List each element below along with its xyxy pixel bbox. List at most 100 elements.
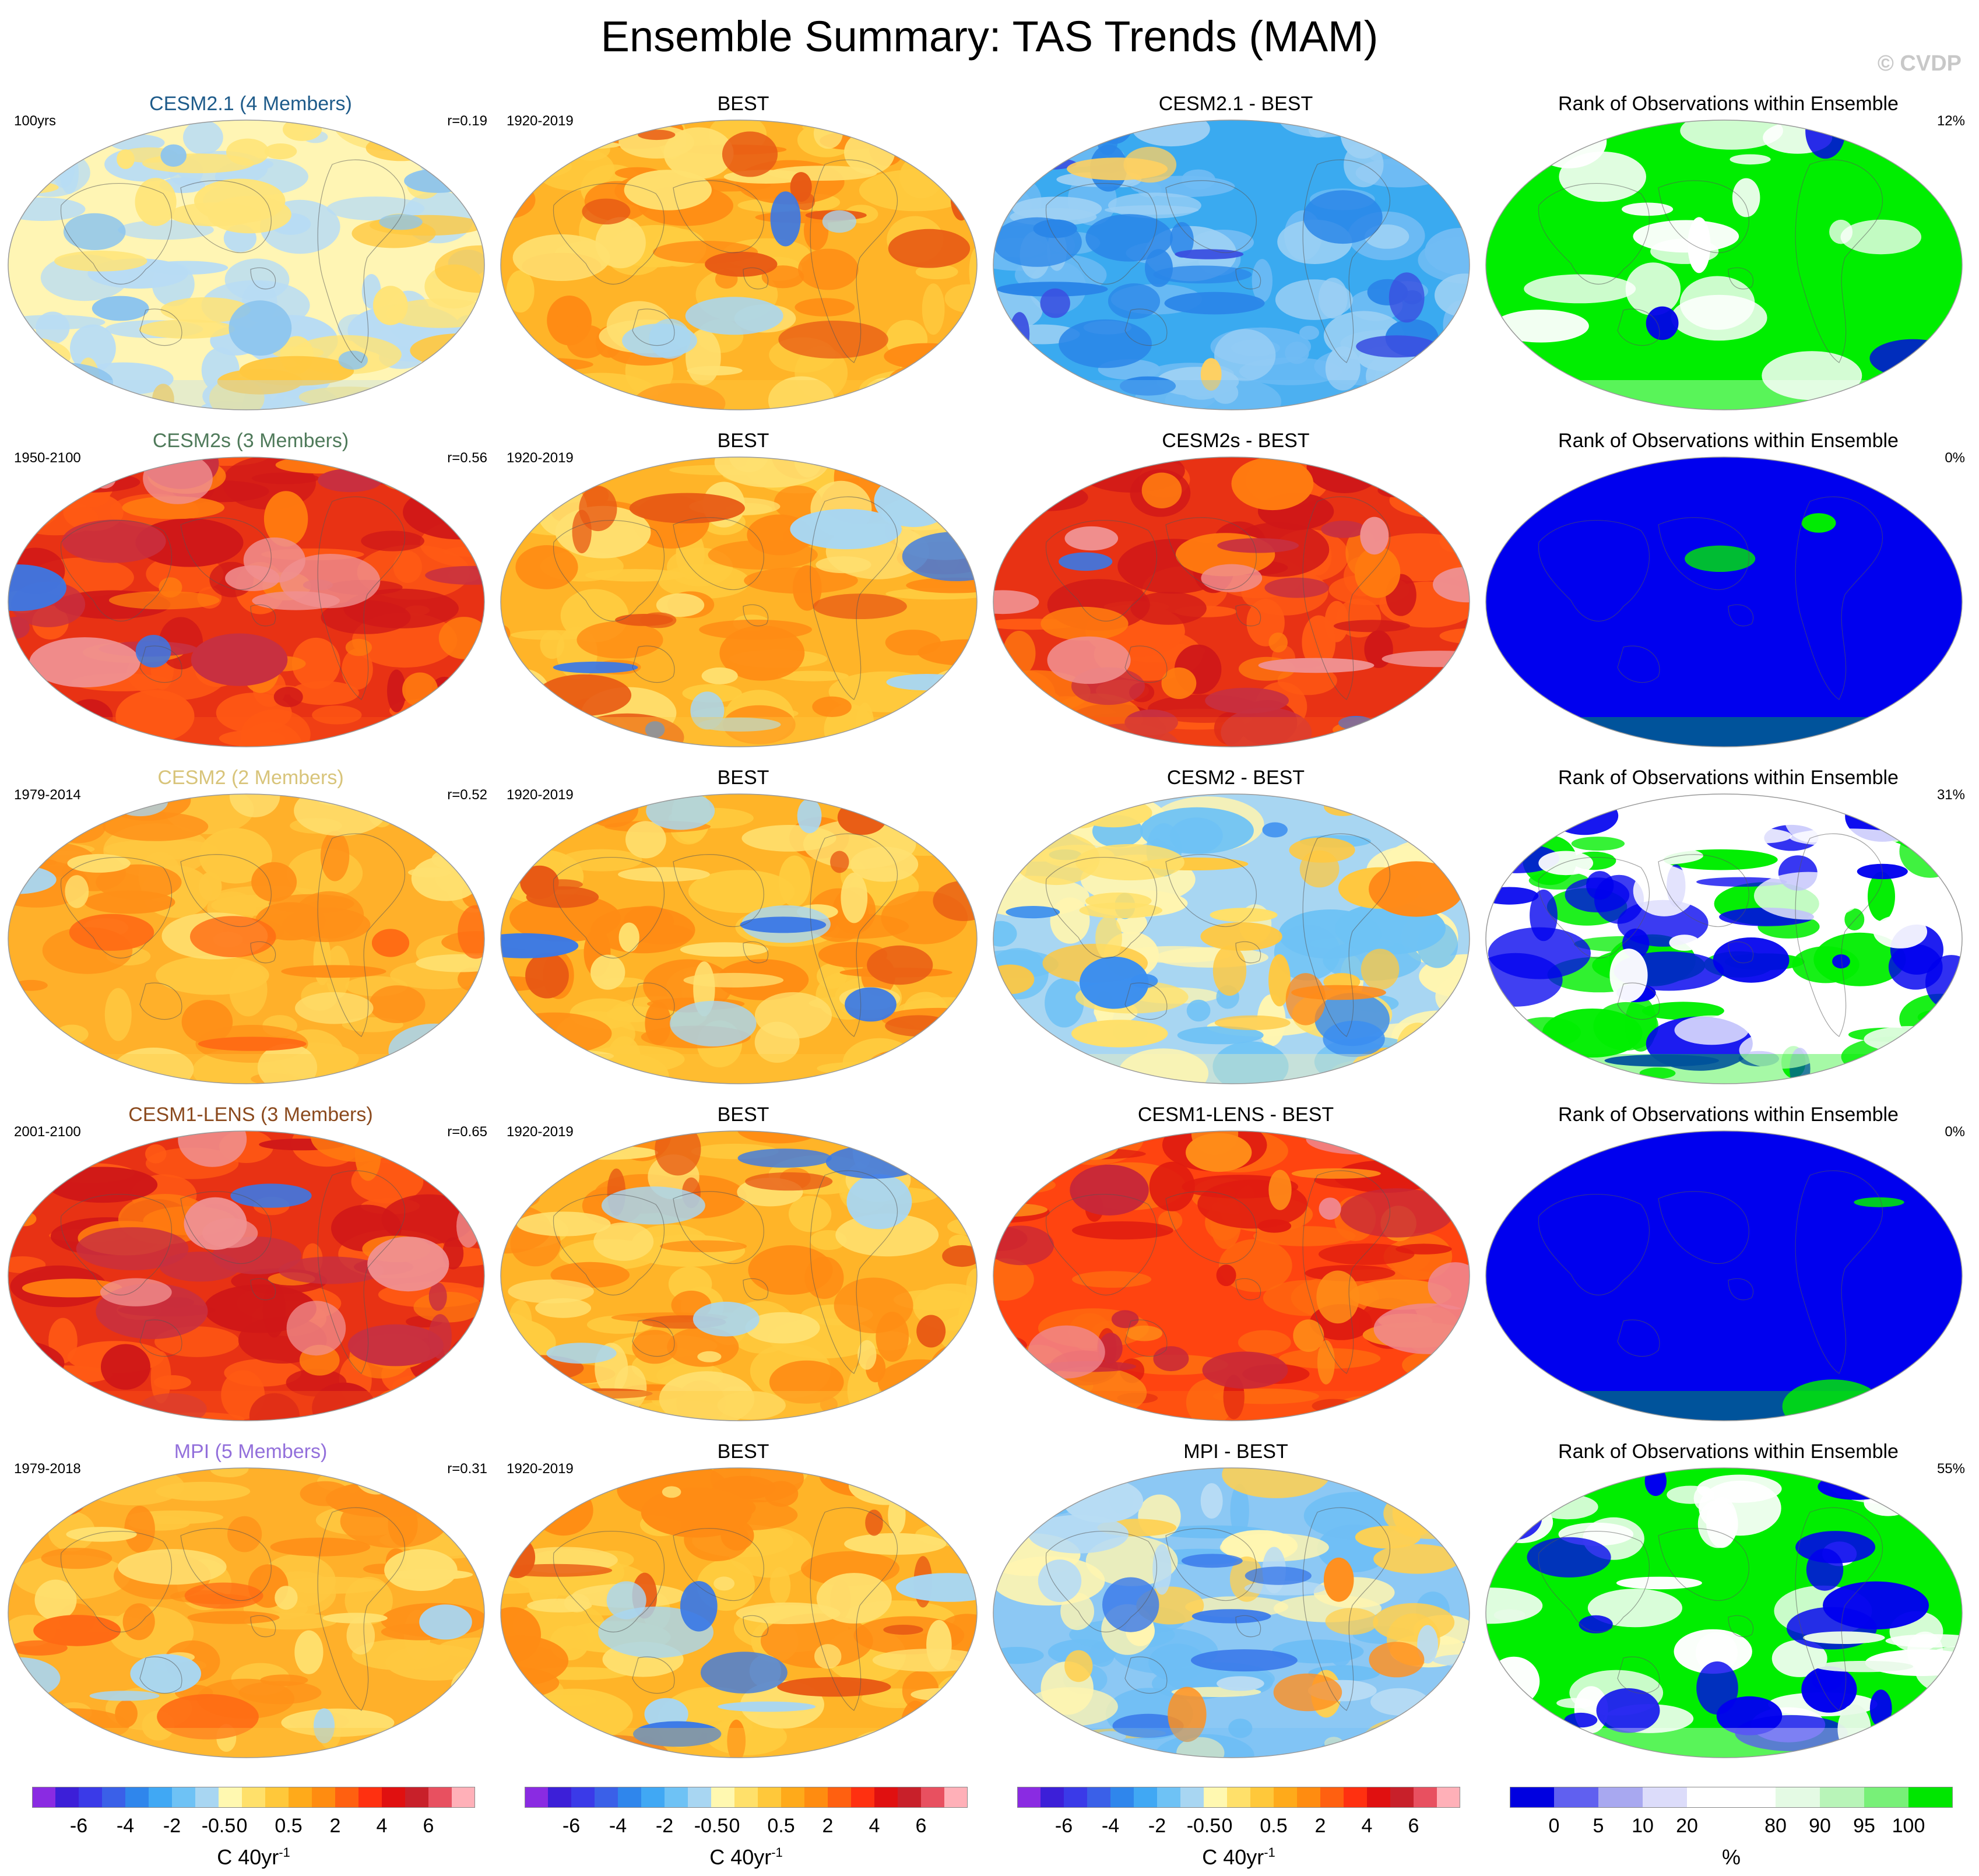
- colorbar-swatch: [665, 1787, 688, 1808]
- colorbar-swatch: [1731, 1787, 1776, 1808]
- colorbar-swatch: [898, 1787, 922, 1808]
- colorbar-swatch: [1017, 1787, 1041, 1808]
- colorbar-tick-label: -0.5: [694, 1815, 729, 1837]
- colorbar-1: -6 -4 -2 -0.5 0 0.5 2 4 6 C 40yr-1: [32, 1787, 475, 1869]
- panel-title: Rank of Observations within Ensemble: [1558, 93, 1899, 115]
- panel-title: CESM1-LENS - BEST: [1137, 1104, 1334, 1126]
- panel-rank-row2: Rank of Observations within Ensemble 0%: [1484, 429, 1973, 756]
- colorbar-tick-label: 2: [330, 1815, 341, 1837]
- world-map: [8, 120, 485, 410]
- panel-model-row4: CESM1-LENS (3 Members) 2001-2100 r=0.65: [6, 1103, 495, 1429]
- correlation-label: r=0.52: [447, 787, 487, 803]
- panel-diff-row1: CESM2.1 - BEST: [991, 92, 1481, 419]
- colorbar-tick-label: 100: [1892, 1815, 1925, 1837]
- panel-title: Rank of Observations within Ensemble: [1558, 1441, 1899, 1463]
- colorbar-tick-label: 0.5: [275, 1815, 302, 1837]
- world-map: [993, 456, 1470, 747]
- panel-title: Rank of Observations within Ensemble: [1558, 430, 1899, 452]
- colorbar-swatch: [55, 1787, 79, 1808]
- colorbar-tick-label: 90: [1809, 1815, 1831, 1837]
- colorbar-2: -6 -4 -2 -0.5 0 0.5 2 4 6 C 40yr-1: [525, 1787, 968, 1869]
- colorbar-swatch: [172, 1787, 196, 1808]
- colorbar-swatch: [1250, 1787, 1274, 1808]
- colorbar-tick-label: 10: [1632, 1815, 1654, 1837]
- panel-obs-row1: BEST 1920-2019: [498, 92, 988, 419]
- panel-title: CESM2 - BEST: [1166, 767, 1305, 789]
- page-title: Ensemble Summary: TAS Trends (MAM): [600, 12, 1379, 61]
- colorbar-swatch: [1180, 1787, 1204, 1808]
- panel-model-row5: MPI (5 Members) 1979-2018 r=0.31: [6, 1440, 495, 1766]
- colorbar-swatch: [641, 1787, 665, 1808]
- colorbar-swatch: [1820, 1787, 1865, 1808]
- colorbar-swatch: [711, 1787, 735, 1808]
- rank-percent-label: 55%: [1936, 1461, 1965, 1477]
- colorbar-swatch: [1274, 1787, 1298, 1808]
- panel-obs-row2: BEST 1920-2019: [498, 429, 988, 756]
- colorbar-tick-label: 4: [377, 1815, 388, 1837]
- colorbar-tick-label: 0: [1222, 1815, 1233, 1837]
- panel-model-row3: CESM2 (2 Members) 1979-2014 r=0.52: [6, 766, 495, 1092]
- period-label: 1920-2019: [507, 1461, 574, 1477]
- world-map: [1485, 793, 1963, 1084]
- colorbar-swatch: [1157, 1787, 1181, 1808]
- colorbar-swatch: [312, 1787, 336, 1808]
- colorbar-swatch: [1776, 1787, 1820, 1808]
- colorbar-swatch: [79, 1787, 103, 1808]
- colorbar-tick-label: 6: [916, 1815, 927, 1837]
- period-label: 1920-2019: [507, 113, 574, 129]
- colorbar-unit: C 40yr-1: [217, 1845, 290, 1869]
- colorbar-swatch: [1437, 1787, 1460, 1808]
- colorbar-tick-label: 2: [822, 1815, 834, 1837]
- colorbar-tick-label: -6: [70, 1815, 87, 1837]
- panel-diff-row2: CESM2s - BEST: [991, 429, 1481, 756]
- colorbar-tick-label: 5: [1593, 1815, 1604, 1837]
- period-label: 1920-2019: [507, 1124, 574, 1140]
- correlation-label: r=0.31: [447, 1461, 487, 1477]
- period-label: 1979-2018: [14, 1461, 81, 1477]
- panel-title: CESM2.1 (4 Members): [149, 93, 352, 115]
- world-map: [993, 120, 1470, 410]
- panel-title: MPI (5 Members): [174, 1441, 328, 1463]
- colorbar-swatch: [1204, 1787, 1228, 1808]
- colorbar-unit: C 40yr-1: [709, 1845, 783, 1869]
- colorbar-swatch: [1908, 1787, 1953, 1808]
- panel-model-row1: CESM2.1 (4 Members) 100yrs r=0.19: [6, 92, 495, 419]
- colorbar-swatch: [1064, 1787, 1088, 1808]
- correlation-label: r=0.65: [447, 1124, 487, 1140]
- colorbar-tick-label: 0.5: [767, 1815, 795, 1837]
- colorbar-swatch: [1414, 1787, 1437, 1808]
- colorbar-unit: C 40yr-1: [1202, 1845, 1275, 1869]
- world-map: [993, 1130, 1470, 1421]
- colorbar-swatch: [1864, 1787, 1909, 1808]
- world-map: [8, 1467, 485, 1758]
- panel-title: BEST: [717, 1104, 769, 1126]
- colorbar-swatch: [1643, 1787, 1688, 1808]
- panel-diff-row3: CESM2 - BEST: [991, 766, 1481, 1092]
- world-map: [500, 456, 978, 747]
- colorbar-tick-label: 6: [1408, 1815, 1419, 1837]
- colorbar-swatch: [1598, 1787, 1643, 1808]
- colorbar-swatch: [428, 1787, 452, 1808]
- colorbar-swatch: [1554, 1787, 1599, 1808]
- colorbar-swatch: [1510, 1787, 1555, 1808]
- panel-obs-row4: BEST 1920-2019: [498, 1103, 988, 1429]
- colorbar-swatch: [734, 1787, 758, 1808]
- world-map: [1485, 1130, 1963, 1421]
- world-map: [8, 1130, 485, 1421]
- panel-diff-row4: CESM1-LENS - BEST: [991, 1103, 1481, 1429]
- colorbar-swatch: [1134, 1787, 1158, 1808]
- colorbar-tick-label: 80: [1764, 1815, 1787, 1837]
- colorbar-swatch: [102, 1787, 126, 1808]
- panel-title: MPI - BEST: [1183, 1441, 1288, 1463]
- world-map: [500, 793, 978, 1084]
- colorbar-unit: %: [1721, 1845, 1741, 1869]
- period-label: 1979-2014: [14, 787, 81, 803]
- colorbar-tick-label: 0.5: [1260, 1815, 1287, 1837]
- world-map: [993, 793, 1470, 1084]
- panel-title: Rank of Observations within Ensemble: [1558, 767, 1899, 789]
- colorbar-swatch: [335, 1787, 359, 1808]
- rank-percent-label: 0%: [1945, 450, 1965, 466]
- world-map: [8, 456, 485, 747]
- colorbar-swatch: [1297, 1787, 1321, 1808]
- panel-rank-row3: Rank of Observations within Ensemble 31%: [1484, 766, 1973, 1092]
